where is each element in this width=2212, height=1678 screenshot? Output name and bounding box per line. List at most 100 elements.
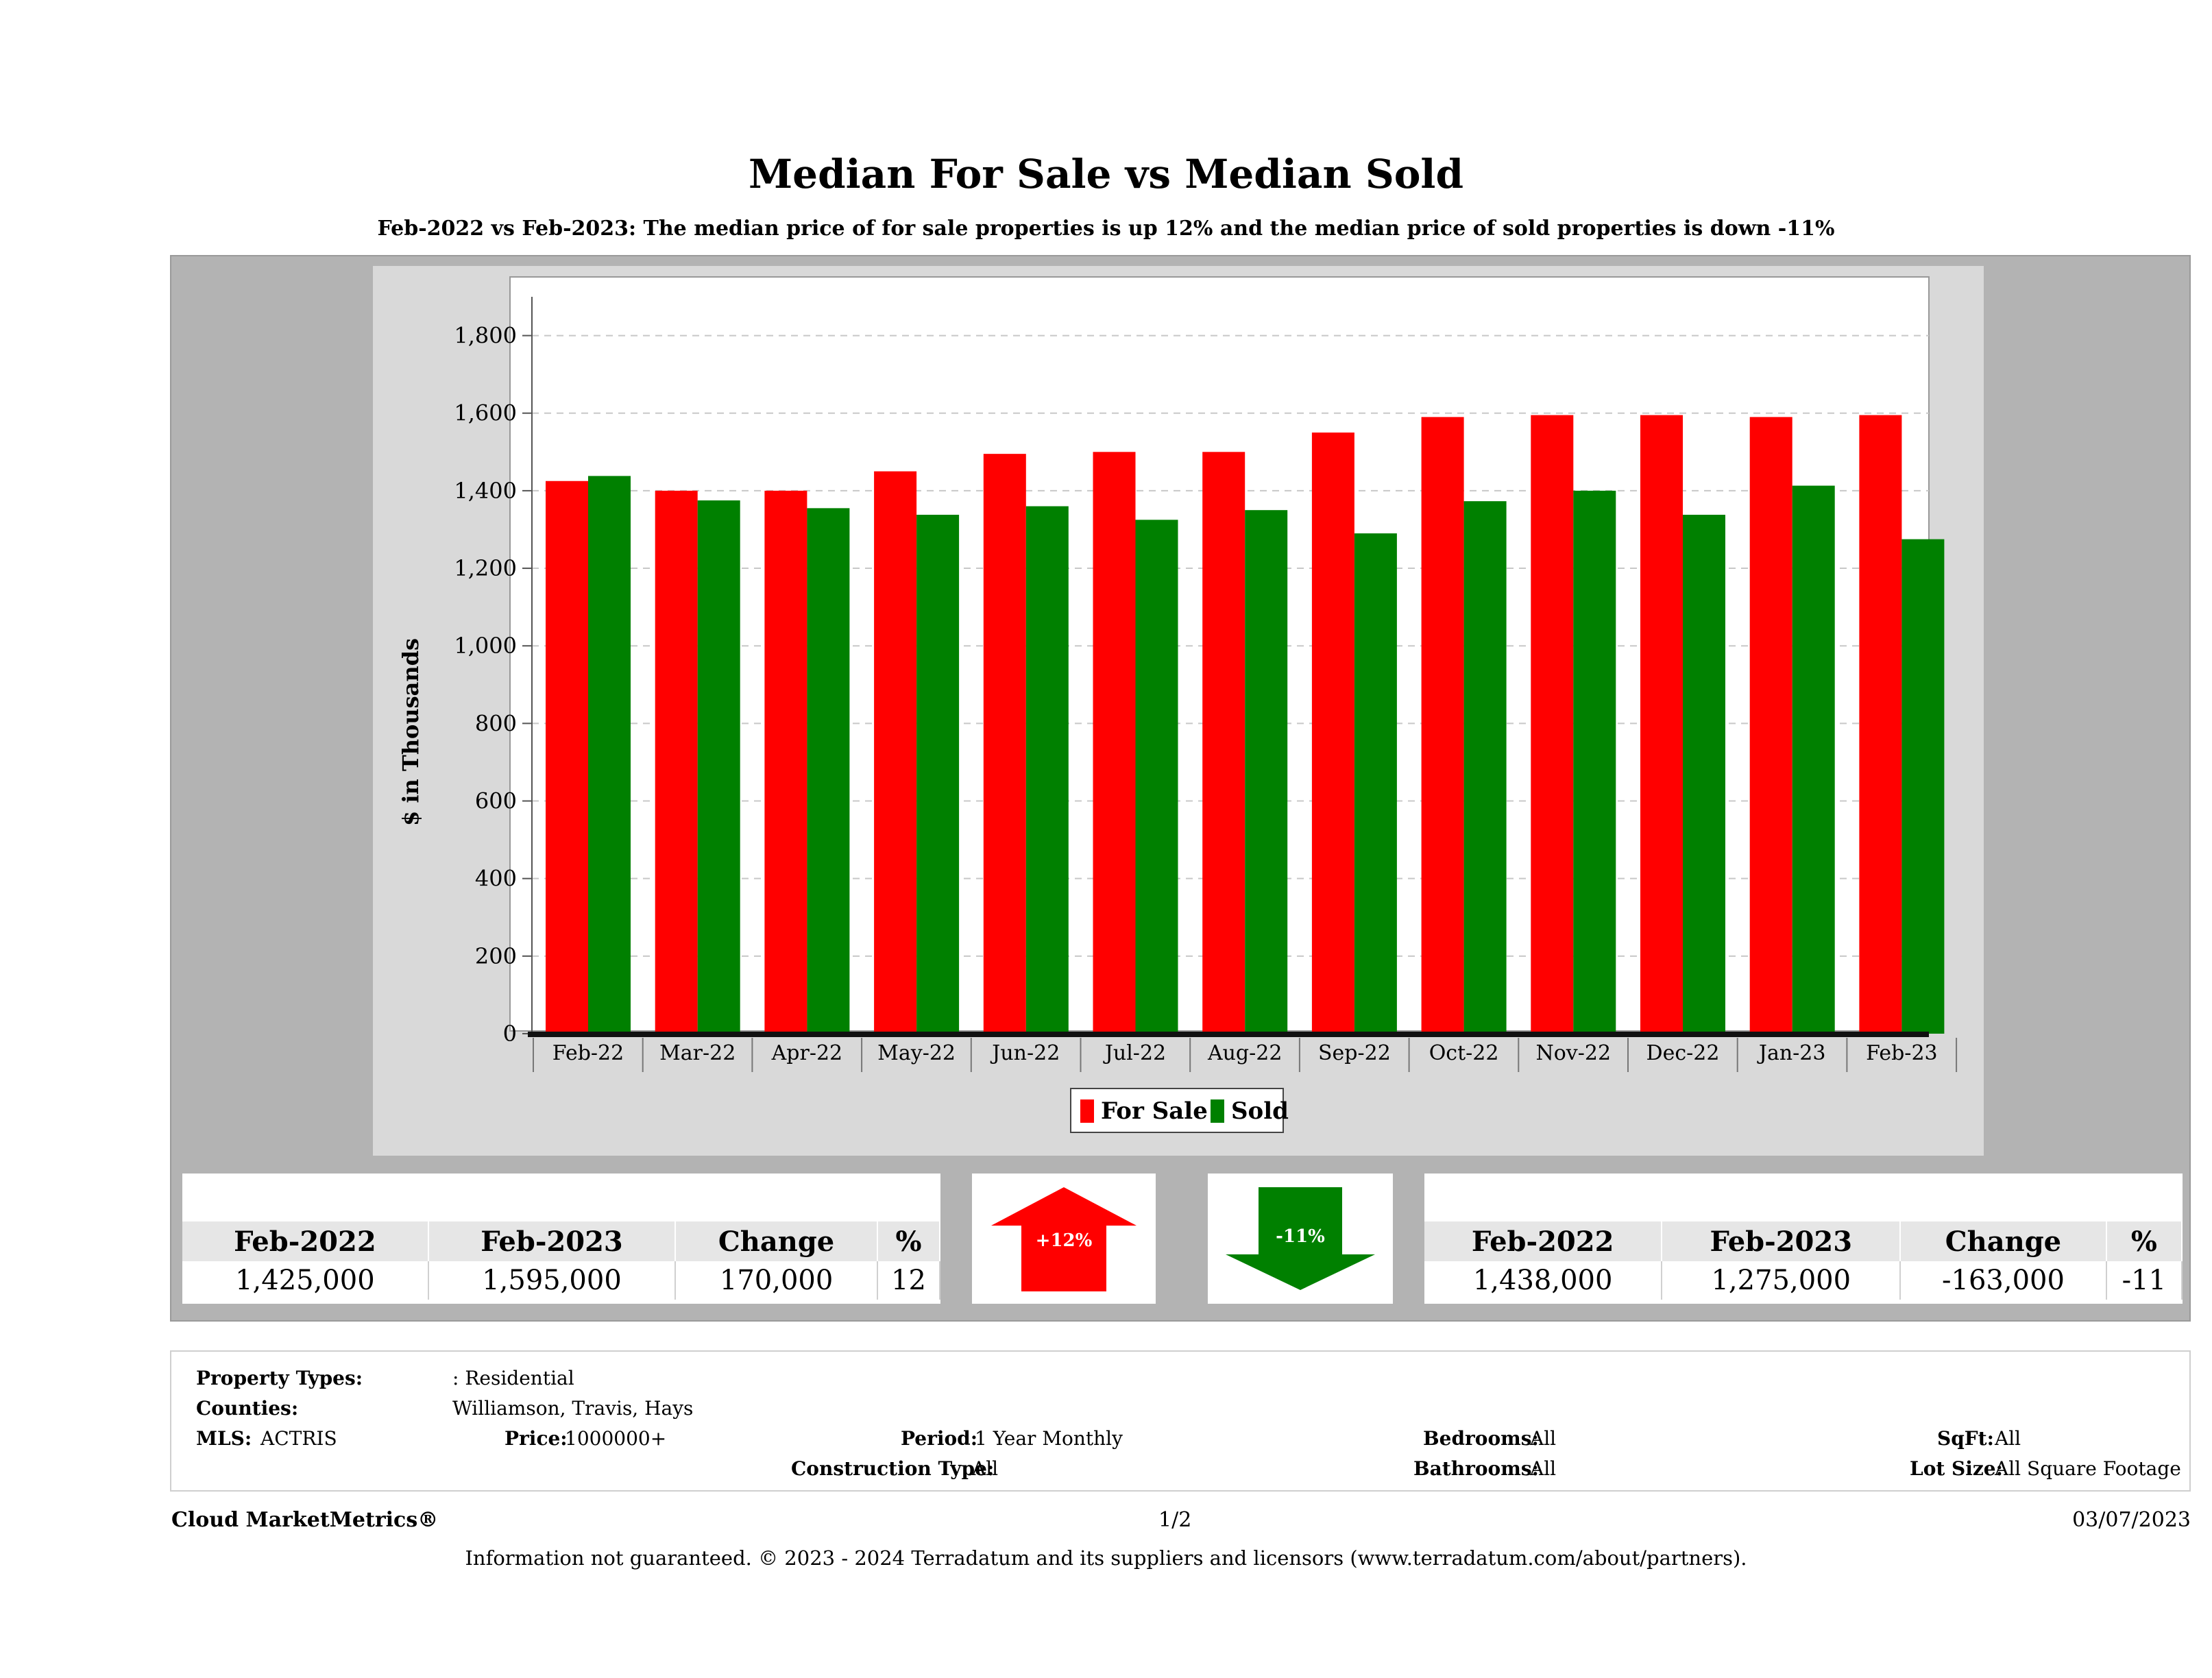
up-arrow-icon: +12% xyxy=(991,1187,1137,1291)
legend-swatch-for-sale xyxy=(1080,1099,1094,1123)
for-sale-table: Feb-2022 Feb-2023 Change % 1,425,000 1,5… xyxy=(182,1221,941,1300)
up-arrow-label: +12% xyxy=(1036,1230,1093,1251)
for-sale-bar xyxy=(764,490,807,1034)
y-tick-label: 1,200 xyxy=(454,555,517,581)
sold-bar xyxy=(1901,539,1945,1034)
legend: For Sale Sold xyxy=(1070,1088,1289,1133)
footer-disclaimer: Information not guaranteed. © 2023 - 202… xyxy=(465,1546,1747,1570)
for-sale-bar xyxy=(983,454,1026,1034)
y-tick-label: 200 xyxy=(475,943,517,969)
footer-brand: Cloud MarketMetrics® xyxy=(171,1508,439,1532)
for-sale-bar xyxy=(1749,417,1792,1034)
for-sale-bar xyxy=(874,471,917,1034)
page-title: Median For Sale vs Median Sold xyxy=(748,151,1463,197)
sold-header-change: Change xyxy=(1900,1221,2107,1261)
sold-bar xyxy=(1792,485,1835,1034)
x-tick-label: May-22 xyxy=(877,1041,956,1065)
legend-label-sold: Sold xyxy=(1231,1097,1289,1125)
x-tick-label: Sep-22 xyxy=(1318,1041,1391,1065)
y-tick-label: 1,600 xyxy=(454,400,517,426)
filter-info-box: Property Types: : Residential Counties: … xyxy=(170,1350,2191,1492)
x-tick-label: Nov-22 xyxy=(1536,1041,1612,1065)
for-sale-bar xyxy=(1640,415,1683,1034)
for-sale-bar xyxy=(655,490,698,1034)
price-value: 1000000+ xyxy=(565,1427,667,1450)
mls-label: MLS: xyxy=(196,1427,252,1450)
up-arrow-box: +12% xyxy=(972,1174,1156,1304)
sold-bar xyxy=(588,476,631,1034)
construction-type-label: Construction Type: xyxy=(791,1457,995,1480)
property-types-value: : Residential xyxy=(452,1367,574,1389)
sold-bar xyxy=(697,500,740,1034)
y-tick-label: 0 xyxy=(503,1021,517,1047)
y-tick-label: 800 xyxy=(475,710,517,736)
x-tick-label: Jun-22 xyxy=(990,1041,1060,1065)
bedrooms-value: All xyxy=(1530,1427,1557,1450)
x-tick-label: Mar-22 xyxy=(659,1041,736,1065)
for-sale-header-change: Change xyxy=(675,1221,878,1261)
legend-box xyxy=(1070,1088,1284,1133)
down-arrow-icon: -11% xyxy=(1226,1187,1375,1290)
sold-bar xyxy=(916,514,960,1034)
sqft-label: SqFt: xyxy=(1937,1427,1994,1450)
sold-bar xyxy=(1683,514,1725,1034)
sqft-value: All xyxy=(1995,1427,2021,1450)
footer-date: 03/07/2023 xyxy=(2072,1508,2191,1532)
y-tick-label: 400 xyxy=(475,866,517,892)
for-sale-header-percent: % xyxy=(877,1221,941,1261)
for-sale-bar xyxy=(546,481,588,1034)
bedrooms-label: Bedrooms: xyxy=(1423,1427,1539,1450)
y-tick-label: 1,000 xyxy=(454,633,517,659)
property-types-label: Property Types: xyxy=(196,1367,363,1389)
for-sale-bar xyxy=(1311,433,1354,1034)
sold-change-value: -163,000 xyxy=(1900,1261,2107,1300)
mls-value: ACTRIS xyxy=(260,1427,337,1450)
sold-bar xyxy=(1245,510,1288,1034)
for-sale-bar xyxy=(1093,452,1136,1034)
x-tick-label: Feb-23 xyxy=(1866,1041,1937,1065)
x-tick-label: Dec-22 xyxy=(1646,1041,1720,1065)
price-label: Price: xyxy=(505,1427,568,1450)
for-sale-bar xyxy=(1202,452,1245,1034)
lot-size-value: All Square Footage xyxy=(1995,1457,2181,1480)
x-axis-line xyxy=(528,1032,1929,1037)
sold-table: Feb-2022 Feb-2023 Change % 1,438,000 1,2… xyxy=(1424,1221,2183,1300)
x-tick-label: Apr-22 xyxy=(771,1041,843,1065)
counties-value: Williamson, Travis, Hays xyxy=(452,1397,694,1420)
for-sale-bar xyxy=(1859,415,1902,1034)
legend-swatch-sold xyxy=(1211,1099,1224,1123)
x-tick-label: Feb-22 xyxy=(552,1041,624,1065)
lot-size-label: Lot Size: xyxy=(1910,1457,2003,1480)
y-tick-label: 600 xyxy=(475,788,517,814)
sold-bar xyxy=(1135,520,1178,1034)
sold-header-start: Feb-2022 xyxy=(1424,1221,1663,1261)
sold-bar xyxy=(1573,490,1616,1034)
x-tick-label: Jul-22 xyxy=(1103,1041,1166,1065)
bathrooms-value: All xyxy=(1530,1457,1557,1480)
y-axis-label: $ in Thousands xyxy=(398,638,424,826)
page-subtitle: Feb-2022 vs Feb-2023: The median price o… xyxy=(377,217,1835,241)
for-sale-start-value: 1,425,000 xyxy=(182,1261,429,1300)
construction-type-value: All xyxy=(972,1457,999,1480)
sold-percent-value: -11 xyxy=(2106,1261,2183,1300)
sold-bar xyxy=(807,508,850,1034)
axes: 0 200 400 600 800 1,000 1,200 1,400 1,600 1,800 Fe… xyxy=(454,297,1958,1072)
for-sale-bar xyxy=(1421,417,1464,1034)
for-sale-bar xyxy=(1531,415,1574,1034)
footer-page-number: 1/2 xyxy=(1158,1508,1192,1532)
period-label: Period: xyxy=(901,1427,978,1450)
bar-chart: 0 200 400 600 800 1,000 1,200 1,400 1,600 1,800 Fe… xyxy=(398,276,1958,1133)
x-tick-label: Aug-22 xyxy=(1207,1041,1283,1065)
counties-label: Counties: xyxy=(196,1397,299,1420)
sold-bar xyxy=(1025,506,1069,1034)
for-sale-percent-value: 12 xyxy=(877,1261,941,1300)
for-sale-header-end: Feb-2023 xyxy=(428,1221,677,1261)
for-sale-change-value: 170,000 xyxy=(675,1261,878,1300)
sold-header-end: Feb-2023 xyxy=(1662,1221,1901,1261)
sold-end-value: 1,275,000 xyxy=(1662,1261,1901,1300)
x-tick-label: Jan-23 xyxy=(1757,1041,1826,1065)
sold-bar xyxy=(1463,501,1507,1034)
for-sale-header-start: Feb-2022 xyxy=(182,1221,429,1261)
y-tick-label: 1,800 xyxy=(454,323,517,349)
period-value: 1 Year Monthly xyxy=(975,1427,1123,1450)
